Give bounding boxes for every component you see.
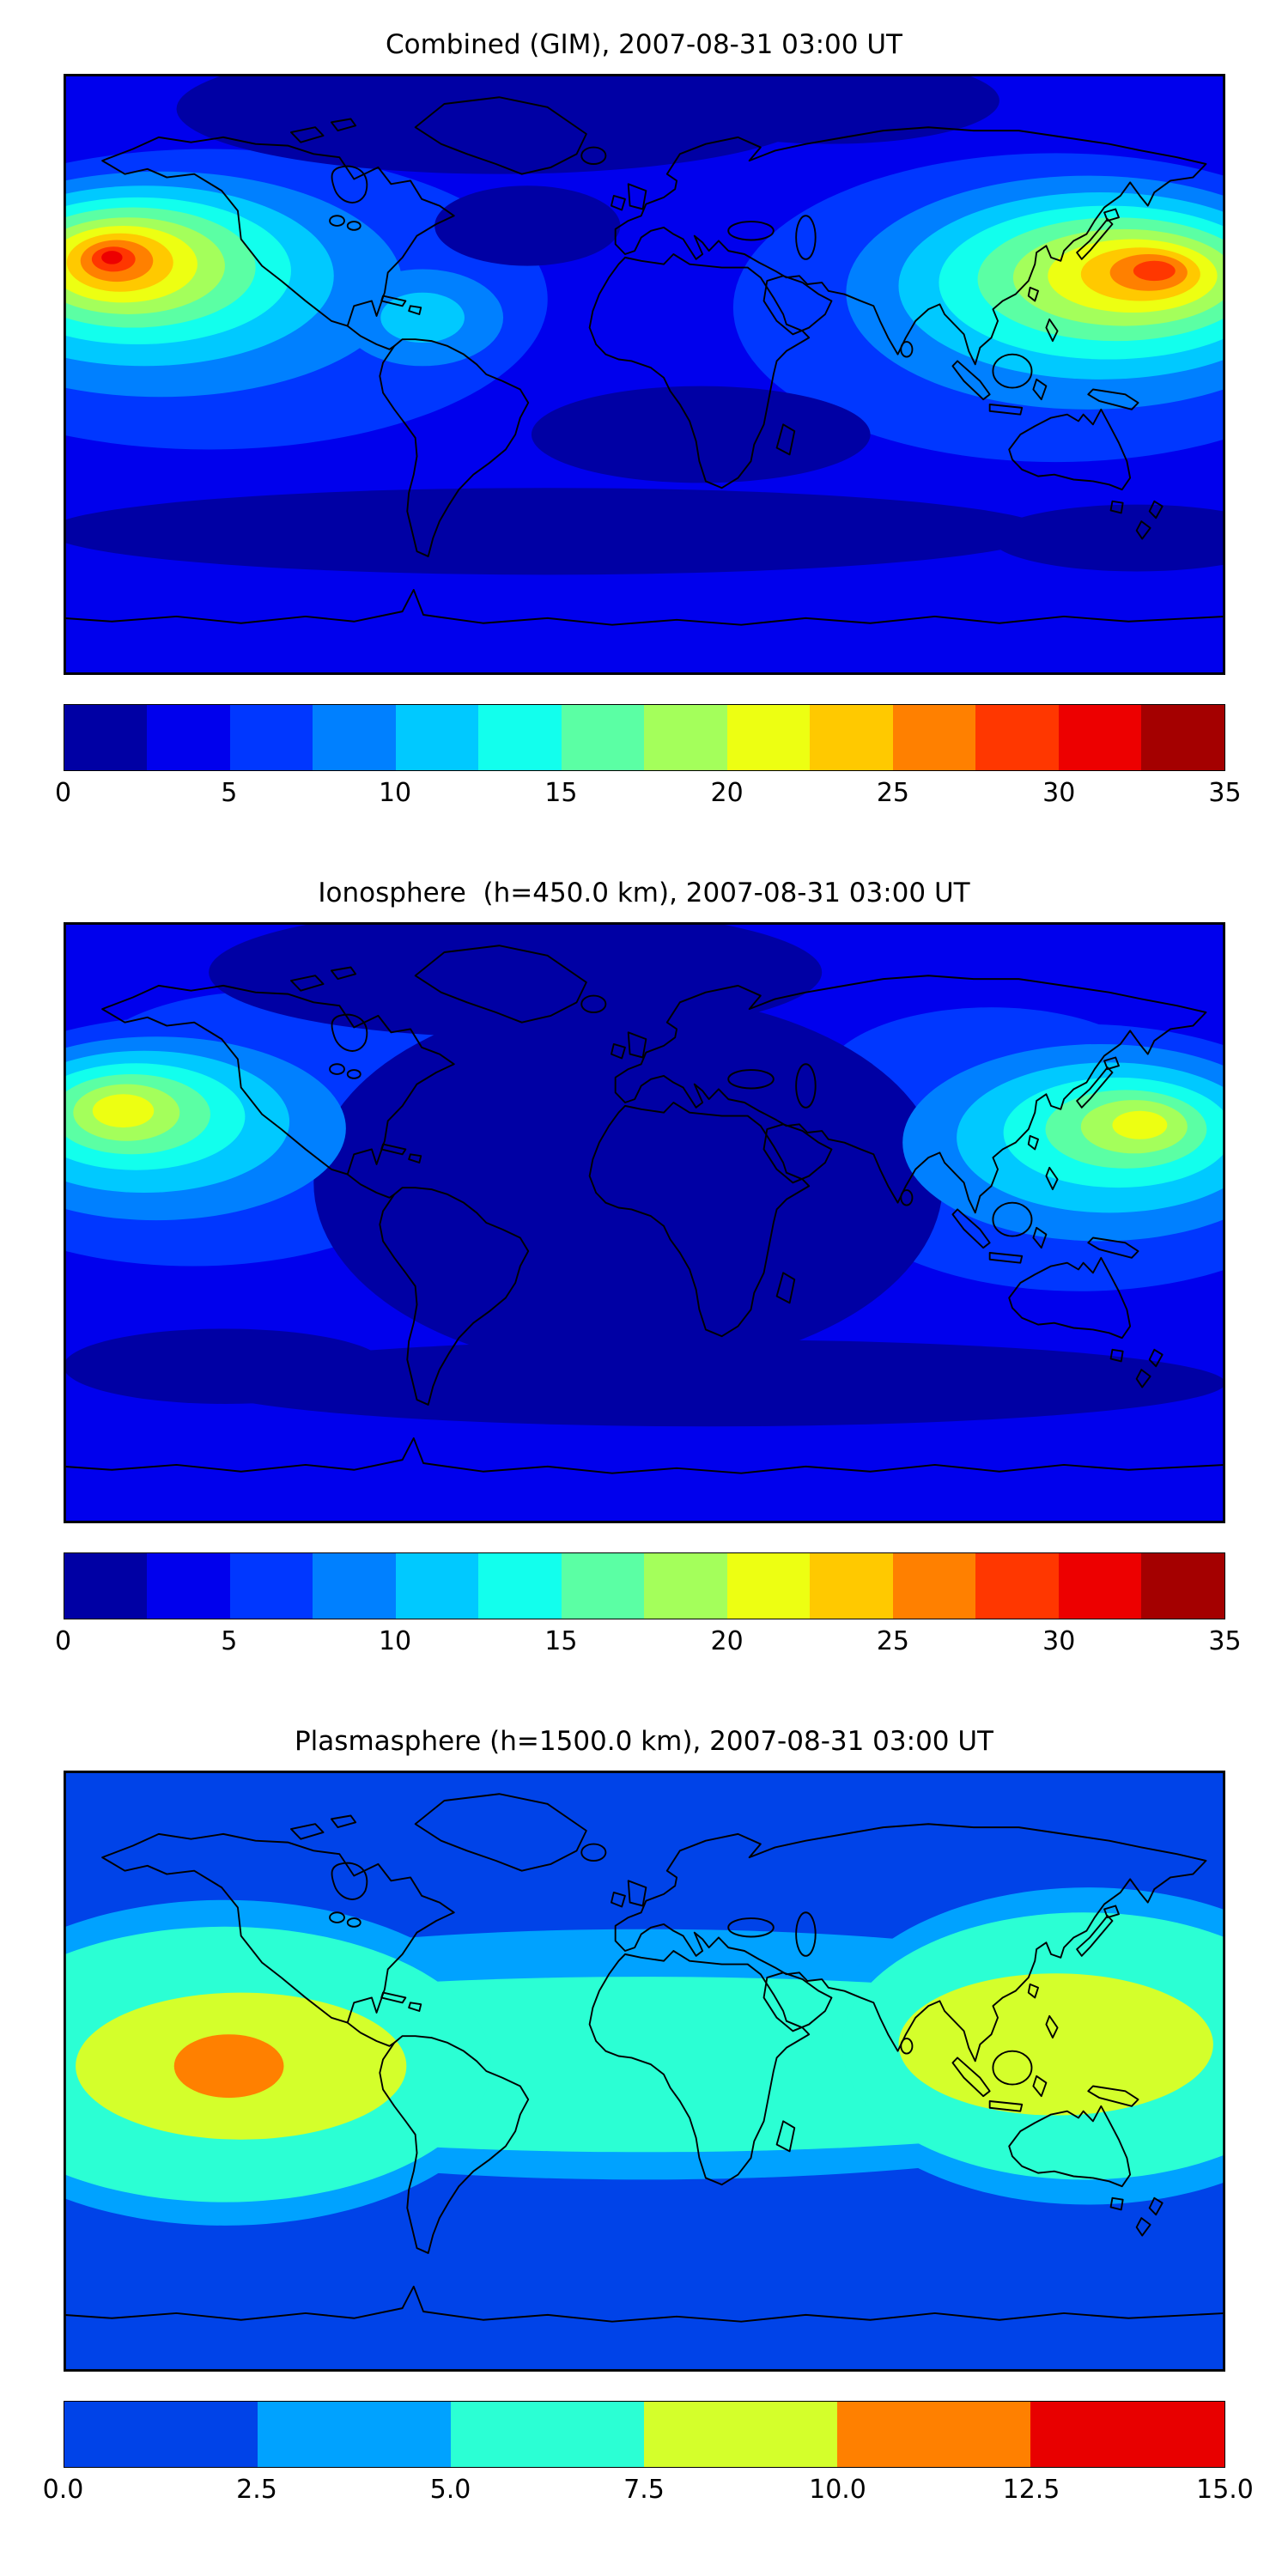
colorbar-segment	[975, 1553, 1059, 1619]
colorbar-segment	[478, 1553, 562, 1619]
colorbar-segment	[313, 1553, 396, 1619]
colorbar-segment	[64, 705, 147, 770]
colorbar-segment	[1030, 2402, 1224, 2467]
colorbar-tick-label: 5	[221, 778, 238, 808]
contour-blob	[659, 74, 999, 144]
colorbar-tick-label: 35	[1208, 1626, 1242, 1656]
colorbar-tick-label: 15.0	[1196, 2475, 1254, 2505]
coastline	[63, 1793, 1225, 2323]
colorbar-tick-label: 0	[54, 778, 72, 808]
colorbar-plasmasphere	[63, 2401, 1225, 2468]
world-contour-map-plasmasphere	[63, 1771, 1225, 2372]
coastline	[63, 945, 1225, 1474]
contour-blob	[208, 922, 822, 1038]
world-contour-map-combined	[63, 74, 1225, 675]
colorbar-segment	[257, 2402, 451, 2467]
contour-blob	[176, 74, 822, 174]
colorbar-tick-label: 5.0	[429, 2475, 471, 2505]
colorbar-segment	[229, 1553, 313, 1619]
map-border	[63, 922, 1225, 1523]
colorbar-segment	[644, 705, 727, 770]
colorbar-ticks-combined: 0 5 10 15 20 25 30 35	[55, 771, 1242, 816]
colorbar-ticks-plasmasphere: 0.0 2.5 5.0 7.5 10.0 12.5 15.0	[43, 2468, 1254, 2512]
colorbar-tick-label: 5	[221, 1626, 238, 1656]
colorbar-segment	[561, 705, 644, 770]
colorbar-tick-label: 0.0	[42, 2475, 84, 2505]
contour-blob	[63, 1328, 386, 1404]
colorbar-tick-label: 15	[544, 778, 578, 808]
colorbar-tick-label: 30	[1042, 1626, 1076, 1656]
map-combined	[63, 74, 1225, 675]
colorbar-tick-label: 35	[1208, 778, 1242, 808]
contour-blob	[313, 994, 943, 1371]
colorbar-segment	[64, 1553, 147, 1619]
colorbar-ionosphere	[63, 1552, 1225, 1619]
coastline	[63, 96, 1225, 626]
colorbar-segment	[726, 705, 810, 770]
contour-blob	[991, 504, 1225, 572]
colorbar-tick-label: 15	[544, 1626, 578, 1656]
colorbar-segment	[810, 705, 893, 770]
colorbar-segment	[450, 2402, 645, 2467]
panel-title-plasmasphere: Plasmasphere (h=1500.0 km), 2007-08-31 0…	[294, 1726, 993, 1757]
colorbar-ticks-ionosphere: 0 5 10 15 20 25 30 35	[55, 1619, 1242, 1664]
colorbar-tick-label: 0	[54, 1626, 72, 1656]
colorbar-segment	[147, 1553, 230, 1619]
world-contour-map-ionosphere	[63, 922, 1225, 1523]
colorbar-segment	[395, 705, 478, 770]
contour-blob	[100, 251, 123, 264]
colorbar-segment	[147, 705, 230, 770]
colorbar-segment	[810, 1553, 893, 1619]
colorbar-combined	[63, 704, 1225, 771]
contour-blob	[380, 292, 465, 343]
colorbar-tick-label: 25	[876, 778, 910, 808]
map-ionosphere	[63, 922, 1225, 1523]
colorbar-segment	[64, 2402, 258, 2467]
colorbar-segment	[1058, 705, 1141, 770]
colorbar-segment	[478, 705, 562, 770]
map-plasmasphere	[63, 1771, 1225, 2372]
panel-plasmasphere: Plasmasphere (h=1500.0 km), 2007-08-31 0…	[43, 1704, 1254, 2512]
colorbar-tick-label: 25	[876, 1626, 910, 1656]
colorbar-segment	[644, 2402, 838, 2467]
colorbar-segment	[892, 705, 975, 770]
contour-blob	[1111, 1110, 1167, 1139]
colorbar-segment	[975, 705, 1059, 770]
colorbar-segment	[892, 1553, 975, 1619]
colorbar-tick-label: 20	[710, 1626, 744, 1656]
colorbar-segment	[395, 1553, 478, 1619]
colorbar-segment	[726, 1553, 810, 1619]
colorbar-segment	[313, 705, 396, 770]
colorbar-tick-label: 20	[710, 778, 744, 808]
colorbar-segment	[837, 2402, 1031, 2467]
colorbar-segment	[644, 1553, 727, 1619]
colorbar-segment	[1141, 1553, 1224, 1619]
colorbar-tick-label: 10	[378, 1626, 412, 1656]
panel-title-ionosphere: Ionosphere (h=450.0 km), 2007-08-31 03:0…	[318, 878, 970, 908]
contour-blob	[897, 1973, 1213, 2116]
colorbar-segment	[561, 1553, 644, 1619]
colorbar-tick-label: 30	[1042, 778, 1076, 808]
map-border	[63, 74, 1225, 675]
colorbar-tick-label: 10	[378, 778, 412, 808]
contour-blob	[191, 1340, 1225, 1427]
colorbar-tick-label: 10.0	[809, 2475, 866, 2505]
colorbar-segment	[229, 705, 313, 770]
colorbar-tick-label: 12.5	[1002, 2475, 1060, 2505]
colorbar-segment	[1141, 705, 1224, 770]
contour-blob	[92, 1094, 154, 1128]
contour-blob	[531, 386, 871, 483]
contour-blob	[63, 488, 1048, 575]
contour-blob	[173, 2034, 284, 2099]
panel-ionosphere: Ionosphere (h=450.0 km), 2007-08-31 03:0…	[55, 855, 1242, 1664]
colorbar-tick-label: 2.5	[236, 2475, 277, 2505]
panel-combined: Combined (GIM), 2007-08-31 03:00 UT	[55, 7, 1242, 816]
panel-title-combined: Combined (GIM), 2007-08-31 03:00 UT	[386, 29, 902, 60]
colorbar-tick-label: 7.5	[623, 2475, 665, 2505]
contour-blob	[1133, 260, 1176, 282]
colorbar-segment	[1058, 1553, 1141, 1619]
map-border	[63, 1771, 1225, 2372]
figure: Combined (GIM), 2007-08-31 03:00 UT	[43, 7, 1254, 2512]
contour-blob	[434, 185, 620, 266]
